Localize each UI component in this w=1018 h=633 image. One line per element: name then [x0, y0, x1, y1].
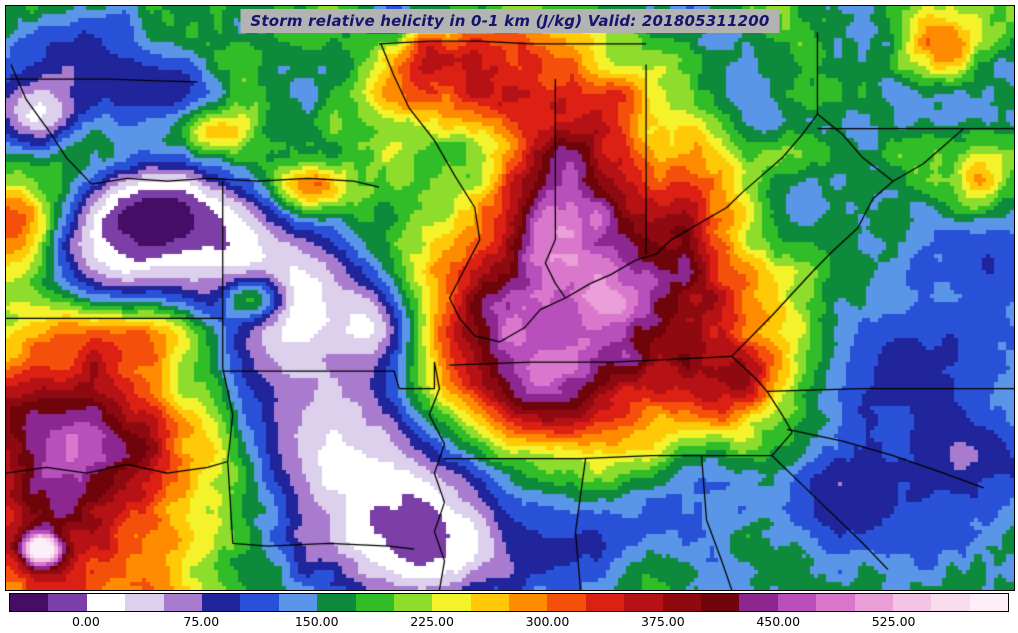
- colorbar-segment: [854, 594, 893, 611]
- helicity-contour-canvas: [6, 6, 1014, 590]
- colorbar-tick-label: 450.00: [756, 614, 801, 629]
- colorbar-segment: [432, 594, 471, 611]
- map-area: Storm relative helicity in 0-1 km (J/kg)…: [5, 5, 1015, 591]
- colorbar-segment: [278, 594, 318, 611]
- colorbar-tick-label: 225.00: [410, 614, 454, 629]
- colorbar-segment: [470, 594, 510, 611]
- colorbar-labels: 0.00 75.00 150.00 225.00 300.00 375.00 450.00 5…: [9, 614, 1009, 631]
- colorbar-segment: [86, 594, 126, 611]
- colorbar-segment: [585, 594, 625, 611]
- colorbar-segment: [240, 594, 279, 611]
- colorbar-segment: [624, 594, 663, 611]
- colorbar-segment: [662, 594, 702, 611]
- colorbar-segment: [816, 594, 855, 611]
- colorbar-segment: [701, 594, 740, 611]
- colorbar-tick-label: 150.00: [294, 614, 339, 629]
- colorbar-tick-label: 300.00: [525, 614, 570, 629]
- colorbar-segment: [739, 594, 778, 611]
- colorbar-segment: [931, 594, 970, 611]
- colorbar-segment: [547, 594, 586, 611]
- colorbar: 0.00 75.00 150.00 225.00 300.00 375.00 450.00 5…: [9, 593, 1009, 631]
- colorbar-segment: [163, 594, 202, 611]
- colorbar-segment: [969, 594, 1009, 611]
- colorbar-tick-label: 375.00: [640, 614, 685, 629]
- colorbar-segment: [509, 594, 548, 611]
- colorbar-segment: [125, 594, 164, 611]
- colorbar-strip: [9, 593, 1009, 612]
- colorbar-segment: [777, 594, 817, 611]
- colorbar-tick-label: 75.00: [183, 614, 220, 629]
- colorbar-segment: [317, 594, 356, 611]
- colorbar-segment: [48, 594, 87, 611]
- colorbar-tick-label: 0.00: [72, 614, 100, 629]
- colorbar-segment: [892, 594, 932, 611]
- colorbar-segment: [393, 594, 433, 611]
- colorbar-tick-label: 525.00: [871, 614, 916, 629]
- map-title: Storm relative helicity in 0-1 km (J/kg)…: [240, 9, 780, 33]
- colorbar-segment: [10, 594, 49, 611]
- colorbar-segment: [201, 594, 241, 611]
- colorbar-segment: [355, 594, 394, 611]
